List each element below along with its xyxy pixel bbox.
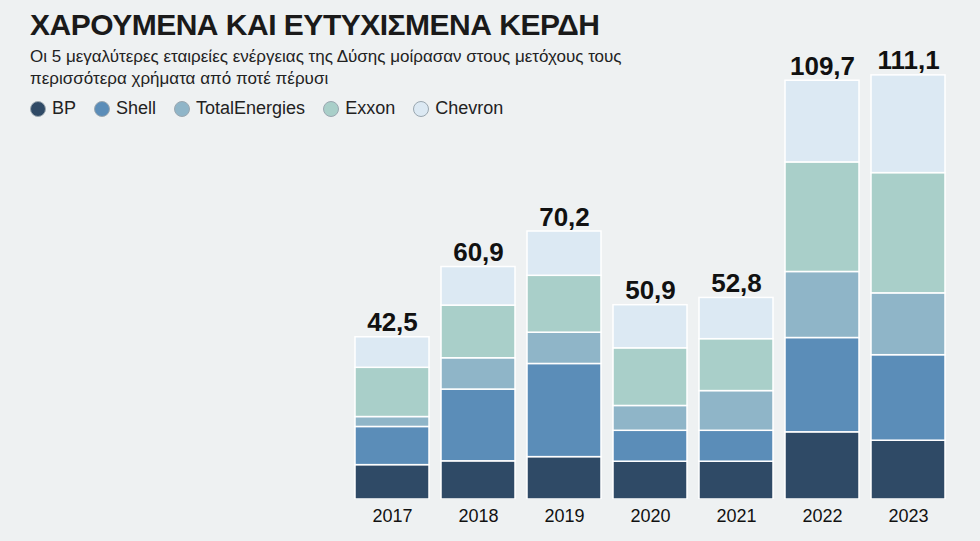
svg-text:52,8: 52,8 — [711, 268, 762, 298]
svg-text:2022: 2022 — [802, 506, 842, 526]
svg-text:2021: 2021 — [716, 506, 756, 526]
svg-text:2019: 2019 — [544, 506, 584, 526]
html-text:Exxon: Exxon — [345, 98, 396, 118]
html-text:TotalEnergies: TotalEnergies — [196, 98, 306, 118]
svg-text:2017: 2017 — [372, 506, 412, 526]
html-text:BP: BP — [52, 98, 76, 118]
html-text:Shell: Shell — [116, 98, 156, 118]
html-text:Οι 5 μεγαλύτερες εταιρείες ενέ: Οι 5 μεγαλύτερες εταιρείες ενέργειας της… — [30, 47, 622, 88]
svg-text:109,7: 109,7 — [790, 51, 855, 81]
svg-text:70,2: 70,2 — [539, 202, 590, 232]
svg-text:2020: 2020 — [630, 506, 670, 526]
svg-text:111,1: 111,1 — [877, 45, 939, 75]
html-text:Chevron: Chevron — [435, 98, 504, 118]
svg-text:2018: 2018 — [458, 506, 498, 526]
svg-text:50,9: 50,9 — [625, 275, 676, 305]
svg-text:42,5: 42,5 — [367, 307, 418, 337]
html-text:ΧΑΡΟΥΜΕΝΑ ΚΑΙ ΕΥΤΥΧΙΣΜΕΝΑ ΚΕΡΔ: ΧΑΡΟΥΜΕΝΑ ΚΑΙ ΕΥΤΥΧΙΣΜΕΝΑ ΚΕΡΔΗ — [30, 8, 600, 41]
svg-text:2023: 2023 — [888, 506, 928, 526]
svg-text:60,9: 60,9 — [453, 237, 504, 267]
